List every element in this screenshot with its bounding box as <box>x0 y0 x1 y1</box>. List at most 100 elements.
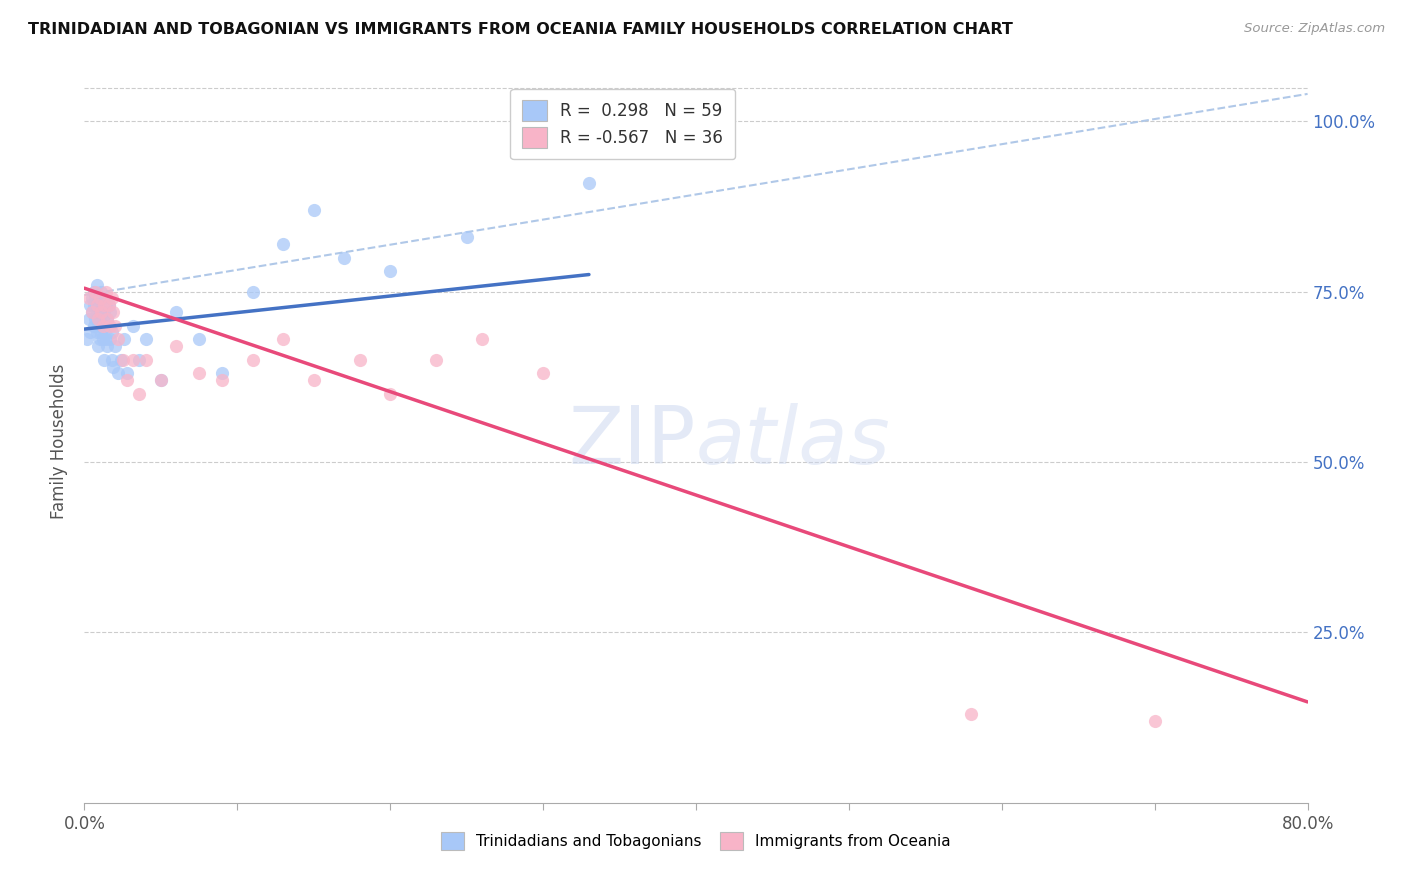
Point <box>86 326 108 340</box>
Point <box>242 352 264 367</box>
Point <box>84 285 107 299</box>
Point <box>456 230 478 244</box>
Point <box>101 292 124 306</box>
Point <box>90 326 112 340</box>
Point <box>349 352 371 367</box>
Point <box>211 373 233 387</box>
Point <box>425 352 447 367</box>
Point <box>103 305 125 319</box>
Point <box>77 311 100 326</box>
Point <box>91 332 114 346</box>
Point <box>84 311 107 326</box>
Point <box>94 298 117 312</box>
Point <box>115 373 138 387</box>
Point <box>80 292 103 306</box>
Point <box>76 332 98 346</box>
Point <box>96 339 118 353</box>
Point <box>188 332 211 346</box>
Text: ZIP: ZIP <box>568 402 696 481</box>
Point <box>91 318 114 333</box>
Point <box>97 298 120 312</box>
Point <box>107 332 129 346</box>
Text: TRINIDADIAN AND TOBAGONIAN VS IMMIGRANTS FROM OCEANIA FAMILY HOUSEHOLDS CORRELAT: TRINIDADIAN AND TOBAGONIAN VS IMMIGRANTS… <box>28 22 1012 37</box>
Point <box>122 318 145 333</box>
Point <box>90 285 112 299</box>
Point <box>86 277 108 292</box>
Point <box>271 332 294 346</box>
Point <box>101 352 124 367</box>
Point <box>98 332 121 346</box>
Point <box>104 318 127 333</box>
Point <box>111 352 134 367</box>
Point <box>86 305 108 319</box>
Point <box>101 326 124 340</box>
Point <box>89 332 111 346</box>
Point <box>165 339 187 353</box>
Point <box>104 339 127 353</box>
Text: atlas: atlas <box>696 402 891 481</box>
Point <box>83 285 105 299</box>
Point <box>91 311 114 326</box>
Point <box>380 387 402 401</box>
Point <box>91 292 114 306</box>
Point <box>271 236 294 251</box>
Point <box>83 318 105 333</box>
Point <box>90 305 112 319</box>
Legend: Trinidadians and Tobagonians, Immigrants from Oceania: Trinidadians and Tobagonians, Immigrants… <box>434 826 957 856</box>
Point <box>333 251 356 265</box>
Point <box>471 332 494 346</box>
Point <box>94 332 117 346</box>
Point <box>87 298 110 312</box>
Point <box>135 332 157 346</box>
Point <box>87 318 110 333</box>
Point <box>149 373 172 387</box>
Point <box>211 367 233 381</box>
Point <box>128 352 150 367</box>
Point <box>93 298 115 312</box>
Point <box>96 311 118 326</box>
Point <box>188 367 211 381</box>
Point <box>79 326 101 340</box>
Point <box>90 305 112 319</box>
Point <box>89 292 111 306</box>
Point <box>89 292 111 306</box>
Point <box>98 318 121 333</box>
Point <box>97 298 120 312</box>
Point <box>87 311 110 326</box>
Point <box>149 373 172 387</box>
Point <box>80 305 103 319</box>
Point <box>128 387 150 401</box>
Point <box>110 352 132 367</box>
Point <box>79 298 101 312</box>
Point <box>578 176 600 190</box>
Point <box>87 339 110 353</box>
Point <box>97 318 120 333</box>
Point <box>89 311 111 326</box>
Point <box>1143 714 1166 728</box>
Point <box>122 352 145 367</box>
Point <box>380 264 402 278</box>
Point <box>77 292 100 306</box>
Point <box>103 359 125 374</box>
Point <box>94 285 117 299</box>
Point <box>93 318 115 333</box>
Text: Source: ZipAtlas.com: Source: ZipAtlas.com <box>1244 22 1385 36</box>
Point <box>83 298 105 312</box>
Point <box>107 367 129 381</box>
Point <box>112 332 135 346</box>
Point <box>115 367 138 381</box>
Point <box>135 352 157 367</box>
Point <box>93 352 115 367</box>
Point <box>93 305 115 319</box>
Point <box>165 305 187 319</box>
Point <box>86 298 108 312</box>
Point <box>531 367 554 381</box>
Point <box>96 311 118 326</box>
Point <box>960 707 983 722</box>
Point <box>302 202 325 217</box>
Point <box>80 305 103 319</box>
Point <box>302 373 325 387</box>
Point <box>242 285 264 299</box>
Point <box>98 305 121 319</box>
Y-axis label: Family Households: Family Households <box>51 364 69 519</box>
